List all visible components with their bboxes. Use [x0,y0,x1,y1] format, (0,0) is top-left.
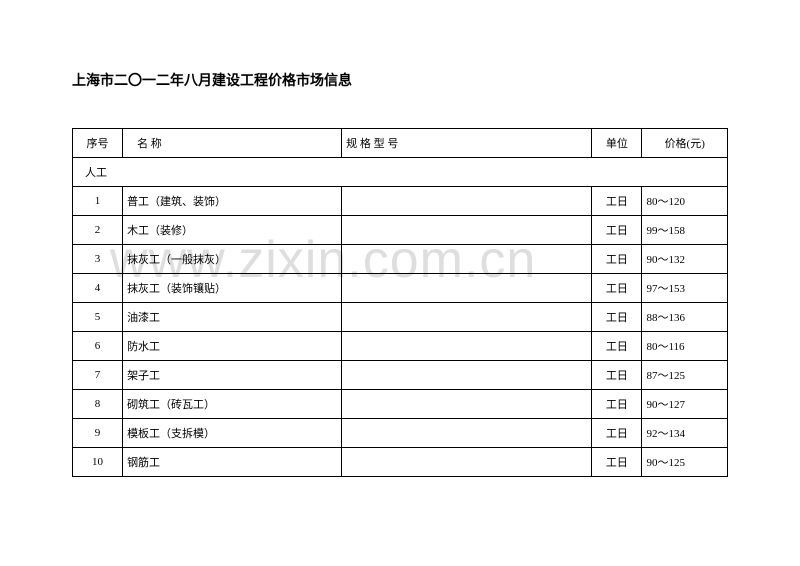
header-spec: 规 格 型 号 [342,129,592,158]
cell-seq: 4 [73,274,123,303]
cell-seq: 7 [73,361,123,390]
header-name: 名 称 [123,129,342,158]
cell-unit: 工日 [592,274,642,303]
cell-seq: 6 [73,332,123,361]
cell-price: 90～132 [642,245,728,274]
cell-spec [342,361,592,390]
cell-spec [342,274,592,303]
cell-unit: 工日 [592,448,642,477]
cell-name: 普工（建筑、装饰） [123,187,342,216]
cell-unit: 工日 [592,187,642,216]
cell-name: 抹灰工（一般抹灰） [123,245,342,274]
cell-name: 模板工（支拆模） [123,419,342,448]
cell-unit: 工日 [592,332,642,361]
table-body: 人工 1 普工（建筑、装饰） 工日 80～120 2 木工（装修） 工日 99～… [73,158,728,477]
cell-price: 90～125 [642,448,728,477]
cell-unit: 工日 [592,390,642,419]
cell-unit: 工日 [592,303,642,332]
cell-spec [342,419,592,448]
cell-price: 80～116 [642,332,728,361]
cell-name: 钢筋工 [123,448,342,477]
cell-name: 架子工 [123,361,342,390]
price-table: 序号 名 称 规 格 型 号 单位 价格(元) 人工 1 普工（建筑、装饰） 工… [72,128,728,477]
table-row: 4 抹灰工（装饰镶贴） 工日 97～153 [73,274,728,303]
cell-name: 木工（装修） [123,216,342,245]
cell-spec [342,303,592,332]
table-row: 10 钢筋工 工日 90～125 [73,448,728,477]
header-seq: 序号 [73,129,123,158]
table-row: 1 普工（建筑、装饰） 工日 80～120 [73,187,728,216]
table-header-row: 序号 名 称 规 格 型 号 单位 价格(元) [73,129,728,158]
cell-name: 砌筑工（砖瓦工） [123,390,342,419]
cell-unit: 工日 [592,361,642,390]
table-row: 3 抹灰工（一般抹灰） 工日 90～132 [73,245,728,274]
cell-spec [342,332,592,361]
cell-price: 87～125 [642,361,728,390]
cell-spec [342,448,592,477]
cell-unit: 工日 [592,216,642,245]
cell-seq: 8 [73,390,123,419]
page-title: 上海市二〇一二年八月建设工程价格市场信息 [72,70,728,90]
cell-seq: 5 [73,303,123,332]
table-row: 2 木工（装修） 工日 99～158 [73,216,728,245]
cell-price: 90～127 [642,390,728,419]
table-row: 8 砌筑工（砖瓦工） 工日 90～127 [73,390,728,419]
table-row: 7 架子工 工日 87～125 [73,361,728,390]
page-container: 上海市二〇一二年八月建设工程价格市场信息 序号 名 称 规 格 型 号 单位 价… [0,0,800,517]
category-label: 人工 [73,158,728,187]
cell-seq: 2 [73,216,123,245]
cell-seq: 1 [73,187,123,216]
category-row: 人工 [73,158,728,187]
cell-spec [342,245,592,274]
cell-unit: 工日 [592,245,642,274]
table-row: 5 油漆工 工日 88～136 [73,303,728,332]
cell-price: 99～158 [642,216,728,245]
cell-spec [342,390,592,419]
cell-unit: 工日 [592,419,642,448]
cell-seq: 9 [73,419,123,448]
header-price: 价格(元) [642,129,728,158]
cell-price: 92～134 [642,419,728,448]
cell-spec [342,216,592,245]
cell-price: 97～153 [642,274,728,303]
cell-name: 抹灰工（装饰镶贴） [123,274,342,303]
cell-name: 防水工 [123,332,342,361]
cell-seq: 3 [73,245,123,274]
cell-price: 88～136 [642,303,728,332]
header-unit: 单位 [592,129,642,158]
cell-spec [342,187,592,216]
cell-seq: 10 [73,448,123,477]
cell-name: 油漆工 [123,303,342,332]
table-row: 9 模板工（支拆模） 工日 92～134 [73,419,728,448]
table-row: 6 防水工 工日 80～116 [73,332,728,361]
cell-price: 80～120 [642,187,728,216]
